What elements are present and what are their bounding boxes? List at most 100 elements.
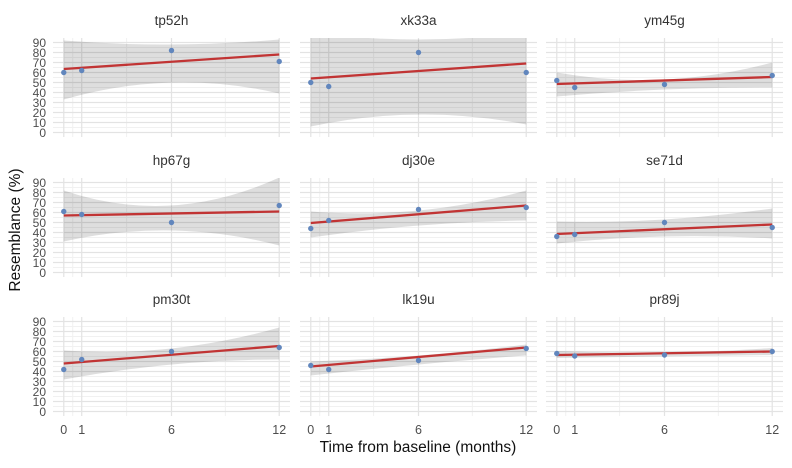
data-point bbox=[61, 69, 67, 76]
y-tick-label: 0 bbox=[39, 404, 46, 419]
data-point bbox=[415, 49, 422, 56]
facet-plot-svg bbox=[53, 38, 290, 137]
confidence-band bbox=[63, 178, 280, 246]
y-tick-label: 10 bbox=[32, 115, 46, 130]
data-point bbox=[168, 348, 175, 355]
y-tick-label: 50 bbox=[32, 354, 46, 369]
data-point bbox=[661, 219, 668, 226]
data-point bbox=[276, 58, 282, 65]
data-point bbox=[523, 204, 529, 211]
data-point bbox=[661, 81, 668, 88]
data-point bbox=[554, 350, 560, 357]
facet-strip-label: hp67g bbox=[152, 153, 191, 168]
x-tick-label: 0 bbox=[60, 423, 68, 437]
facet-plot-svg bbox=[546, 178, 783, 277]
data-point bbox=[326, 366, 332, 373]
major-gridlines bbox=[546, 38, 783, 137]
x-tick-label: 12 bbox=[272, 423, 287, 437]
y-tick-label: 20 bbox=[32, 384, 46, 399]
data-point bbox=[554, 77, 560, 84]
regression-line bbox=[310, 62, 527, 80]
x-tick-label: 0 bbox=[307, 423, 315, 437]
regression-line bbox=[310, 204, 527, 225]
data-point bbox=[61, 366, 67, 373]
data-point bbox=[308, 362, 314, 369]
y-tick-label: 50 bbox=[32, 215, 46, 230]
regression-line bbox=[63, 210, 280, 217]
data-point bbox=[79, 67, 85, 74]
facet-strip-label: ym45g bbox=[644, 13, 685, 28]
y-tick-label: 90 bbox=[32, 314, 46, 329]
data-point bbox=[572, 353, 578, 359]
facet-strip-label: pr89j bbox=[649, 292, 680, 307]
data-point bbox=[523, 69, 529, 76]
facet-plot-svg bbox=[53, 317, 290, 416]
facet-plot-svg bbox=[53, 178, 290, 277]
major-gridlines bbox=[546, 317, 783, 416]
major-gridlines bbox=[546, 178, 783, 277]
facet-strip-label: xk33a bbox=[400, 13, 437, 28]
y-tick-label: 90 bbox=[32, 35, 46, 50]
data-point bbox=[554, 233, 560, 240]
facet-plot-svg bbox=[546, 38, 783, 137]
y-tick-label: 80 bbox=[32, 45, 46, 60]
y-tick-label: 20 bbox=[32, 105, 46, 120]
data-point bbox=[79, 211, 85, 218]
facet-plot-svg bbox=[300, 317, 537, 416]
data-point bbox=[168, 219, 175, 226]
facet-strip-label: dj30e bbox=[401, 153, 436, 168]
data-point bbox=[61, 208, 67, 215]
major-gridlines bbox=[300, 178, 537, 277]
y-tick-label: 20 bbox=[32, 245, 46, 260]
facet-plot-svg bbox=[300, 178, 537, 277]
x-tick-label: 6 bbox=[661, 423, 668, 437]
data-point bbox=[168, 47, 175, 54]
regression-line bbox=[63, 53, 280, 71]
data-point bbox=[308, 79, 314, 86]
y-tick-label: 30 bbox=[32, 95, 46, 110]
major-gridlines bbox=[53, 38, 290, 137]
y-tick-label: 60 bbox=[32, 205, 46, 220]
major-gridlines bbox=[300, 38, 537, 137]
y-tick-label: 0 bbox=[39, 125, 46, 140]
data-point bbox=[276, 344, 282, 351]
y-tick-label: 40 bbox=[32, 225, 46, 240]
x-tick-label: 12 bbox=[765, 423, 780, 437]
y-tick-label: 60 bbox=[32, 65, 46, 80]
facet-strip-label: lk19u bbox=[402, 292, 435, 307]
confidence-band bbox=[556, 208, 773, 244]
y-tick-label: 60 bbox=[32, 344, 46, 359]
x-axis-title: Time from baseline (months) bbox=[319, 439, 517, 456]
data-point bbox=[79, 356, 85, 363]
y-tick-label: 80 bbox=[32, 185, 46, 200]
data-point bbox=[276, 202, 282, 209]
data-point bbox=[769, 72, 775, 79]
x-tick-label: 6 bbox=[168, 423, 175, 437]
data-point bbox=[769, 348, 775, 355]
data-point bbox=[415, 357, 422, 364]
data-point bbox=[769, 224, 775, 231]
data-point bbox=[523, 345, 529, 352]
regression-line bbox=[63, 344, 280, 365]
data-point bbox=[326, 83, 332, 90]
y-tick-label: 0 bbox=[39, 265, 46, 280]
data-point bbox=[326, 217, 332, 224]
x-tick-label: 1 bbox=[571, 423, 579, 437]
data-point bbox=[661, 352, 668, 358]
regression-line bbox=[556, 223, 773, 236]
confidence-band bbox=[63, 39, 280, 100]
data-point bbox=[572, 84, 578, 91]
facet-strip-label: se71d bbox=[646, 153, 683, 168]
y-tick-label: 40 bbox=[32, 85, 46, 100]
data-point bbox=[308, 225, 314, 232]
major-gridlines bbox=[53, 317, 290, 416]
y-tick-label: 30 bbox=[32, 235, 46, 250]
regression-line bbox=[556, 75, 773, 86]
y-tick-label: 10 bbox=[32, 255, 46, 270]
major-gridlines bbox=[300, 317, 537, 416]
facet-plot-svg bbox=[546, 317, 783, 416]
confidence-band bbox=[310, 38, 527, 127]
data-point bbox=[572, 231, 578, 238]
y-tick-label: 10 bbox=[32, 394, 46, 409]
x-tick-label: 12 bbox=[519, 423, 534, 437]
